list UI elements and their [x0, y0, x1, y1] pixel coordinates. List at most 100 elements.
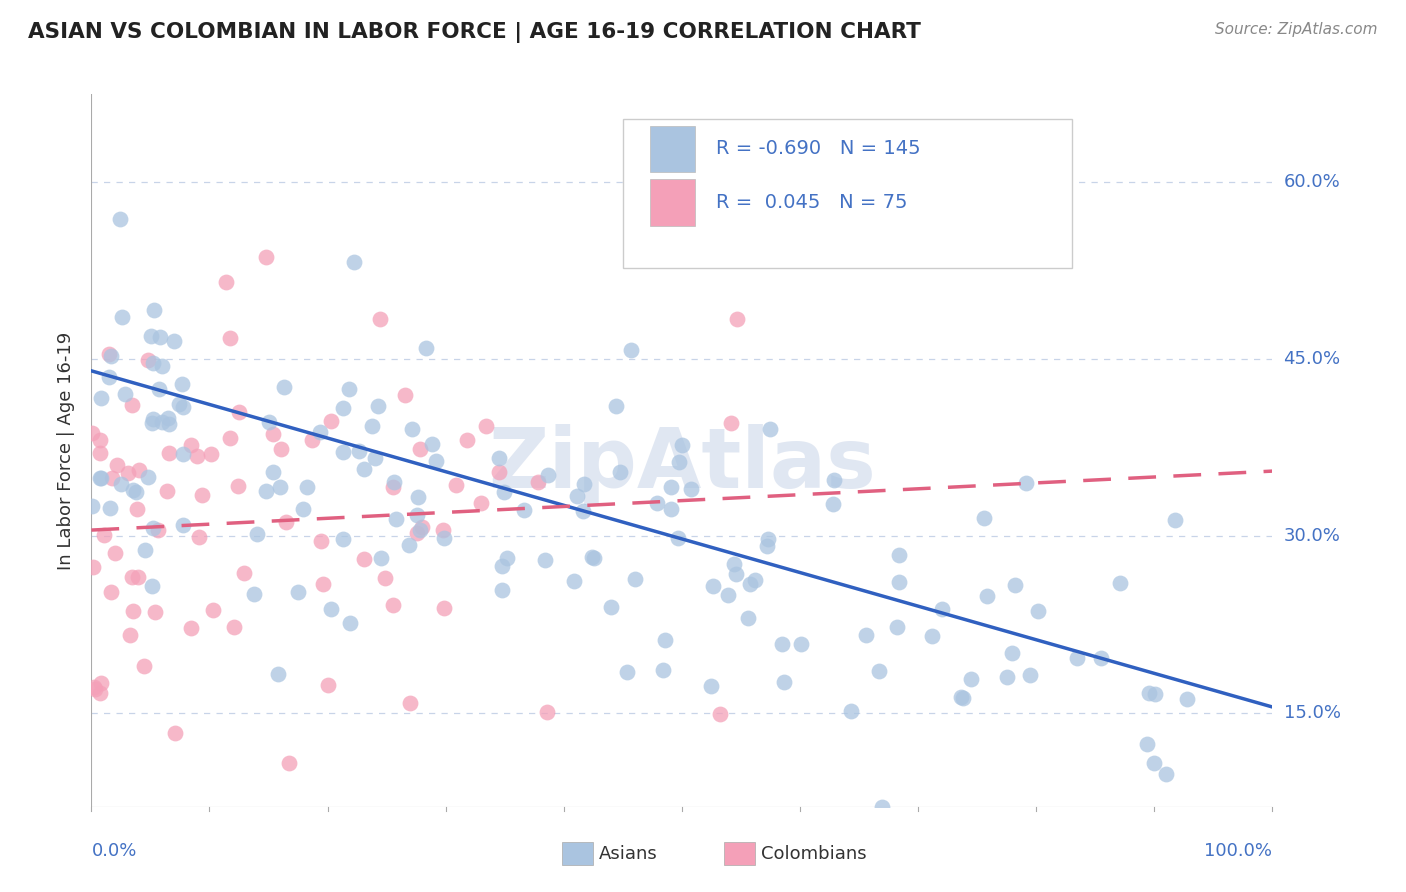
Point — [159, 446, 181, 460]
Point — [870, 800, 893, 814]
Point — [709, 707, 731, 722]
Point — [111, 310, 134, 325]
Point — [80, 425, 103, 440]
Point — [233, 566, 256, 580]
Point — [1000, 646, 1022, 660]
Point — [254, 250, 277, 264]
Point — [949, 690, 972, 705]
Point — [1143, 756, 1166, 771]
Point — [475, 419, 498, 434]
Point — [142, 412, 165, 426]
Point — [156, 484, 179, 499]
Point — [527, 475, 550, 489]
Point — [1109, 576, 1132, 591]
Point — [398, 538, 420, 552]
Point — [148, 382, 170, 396]
Point — [659, 502, 682, 516]
Point — [737, 611, 759, 625]
Point — [756, 539, 779, 553]
Point — [353, 462, 375, 476]
Point — [406, 508, 429, 522]
Point — [157, 417, 180, 431]
Point — [200, 447, 222, 461]
Point — [534, 553, 557, 567]
Point — [821, 497, 844, 511]
Point — [89, 433, 111, 447]
Point — [312, 577, 335, 591]
Point — [720, 416, 742, 430]
Point — [671, 438, 693, 452]
Point — [141, 579, 163, 593]
Point — [931, 601, 953, 615]
Point — [188, 530, 211, 544]
Point — [100, 585, 122, 599]
Point — [122, 604, 145, 618]
Point — [150, 359, 173, 373]
Point — [321, 414, 343, 428]
Point — [756, 532, 779, 546]
Point — [100, 349, 122, 363]
Point — [156, 411, 179, 425]
FancyBboxPatch shape — [650, 126, 695, 172]
Point — [952, 690, 974, 705]
Point — [394, 387, 416, 401]
Point — [226, 479, 249, 493]
Point — [725, 312, 748, 326]
Point — [1015, 476, 1038, 491]
Point — [381, 598, 404, 612]
Text: Asians: Asians — [599, 845, 658, 863]
Point — [401, 422, 423, 436]
Point — [496, 550, 519, 565]
Point — [652, 663, 675, 677]
Point — [297, 480, 319, 494]
Point — [537, 467, 560, 482]
Point — [114, 386, 136, 401]
Point — [343, 255, 366, 269]
Point — [724, 567, 747, 582]
Point — [150, 415, 173, 429]
Point — [1136, 737, 1159, 751]
Point — [149, 330, 172, 344]
Point — [572, 504, 595, 518]
Text: ASIAN VS COLOMBIAN IN LABOR FORCE | AGE 16-19 CORRELATION CHART: ASIAN VS COLOMBIAN IN LABOR FORCE | AGE … — [28, 22, 921, 44]
Point — [139, 328, 162, 343]
Point — [132, 658, 155, 673]
Point — [491, 582, 513, 597]
Point — [513, 503, 536, 517]
Point — [491, 558, 513, 573]
Point — [287, 585, 309, 599]
Point — [759, 422, 782, 436]
Point — [398, 697, 420, 711]
Point — [572, 476, 595, 491]
Point — [973, 510, 995, 524]
Point — [254, 483, 277, 498]
Point — [1004, 578, 1026, 592]
Point — [456, 433, 478, 447]
Point — [117, 467, 139, 481]
Point — [353, 551, 375, 566]
Point — [339, 615, 361, 630]
Point — [374, 570, 396, 584]
Text: 45.0%: 45.0% — [1284, 350, 1341, 368]
Point — [121, 398, 143, 412]
Point — [163, 334, 186, 348]
Point — [702, 579, 724, 593]
Point — [136, 352, 159, 367]
Point — [415, 341, 437, 355]
Point — [659, 480, 682, 494]
Point — [1090, 651, 1112, 665]
Point — [409, 523, 432, 537]
Point — [385, 512, 408, 526]
Point — [960, 672, 983, 686]
Point — [180, 438, 202, 452]
Point — [605, 399, 627, 413]
Text: Colombians: Colombians — [761, 845, 866, 863]
Point — [83, 680, 105, 694]
FancyBboxPatch shape — [650, 179, 695, 226]
Point — [84, 682, 107, 697]
Point — [143, 302, 166, 317]
Point — [536, 705, 558, 719]
Point — [301, 433, 323, 447]
Point — [582, 551, 605, 566]
Point — [128, 463, 150, 477]
